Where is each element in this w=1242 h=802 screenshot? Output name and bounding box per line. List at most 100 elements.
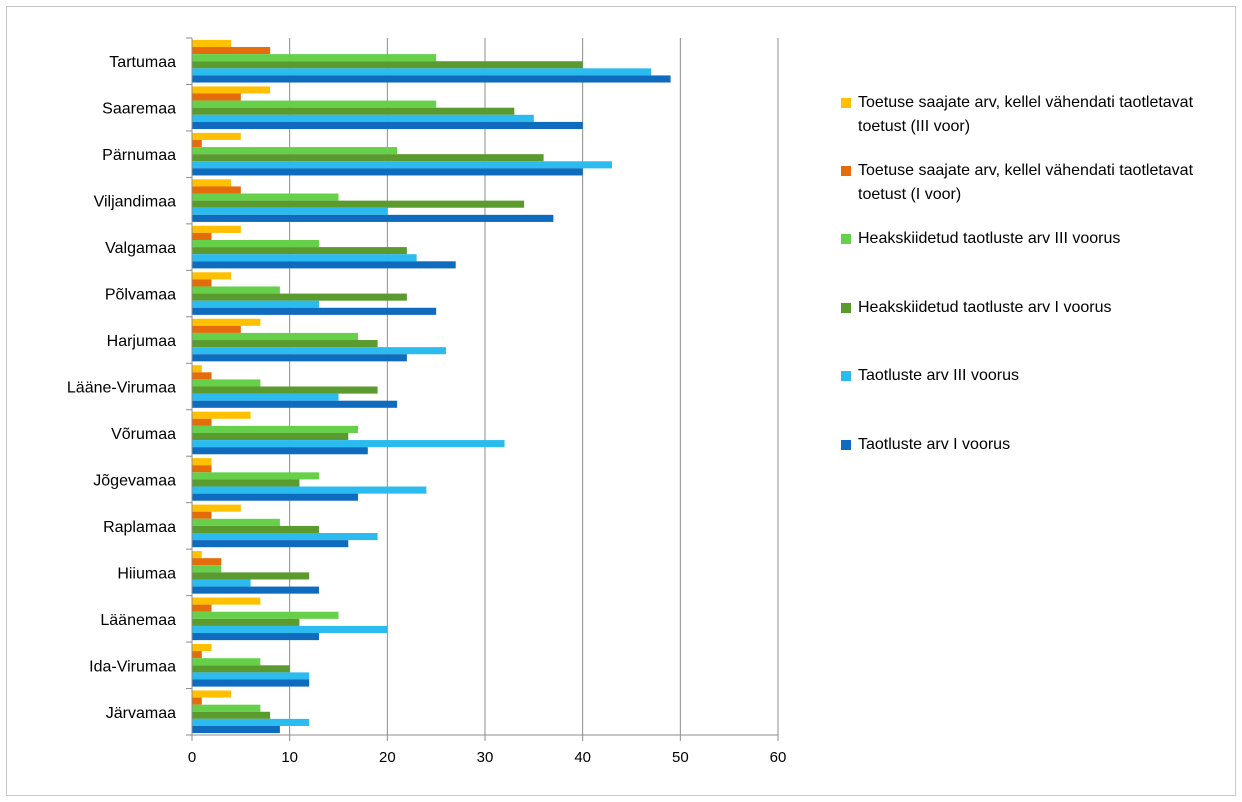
legend-item: Toetuse saajate arv, kellel vähendati ta… xyxy=(841,159,1218,207)
bar xyxy=(192,300,319,308)
legend-item: Taotluste arv I voorus xyxy=(841,433,1218,457)
bar xyxy=(192,214,554,222)
bar xyxy=(192,533,378,541)
bar xyxy=(192,39,232,48)
bar xyxy=(192,418,212,426)
y-category-label: Hiiumaa xyxy=(117,565,176,582)
bar xyxy=(192,232,212,240)
axes xyxy=(186,37,779,741)
bar xyxy=(192,458,212,466)
bar xyxy=(192,644,212,652)
bar xyxy=(192,379,261,387)
legend-item: Toetuse saajate arv, kellel vähendati ta… xyxy=(841,91,1218,139)
bar xyxy=(192,690,232,698)
bars xyxy=(192,39,671,734)
bar xyxy=(192,121,583,129)
bar xyxy=(192,658,261,666)
bar xyxy=(192,386,378,394)
bar xyxy=(192,154,544,162)
bar xyxy=(192,254,417,262)
bar xyxy=(192,611,339,619)
bar xyxy=(192,432,349,441)
bar xyxy=(192,651,202,659)
legend-label: Heakskiidetud taotluste arv III voorus xyxy=(858,230,1121,247)
bar xyxy=(192,718,310,726)
x-tick-label: 0 xyxy=(188,749,196,766)
legend-label: Heakskiidetud taotluste arv I voorus xyxy=(858,299,1112,316)
y-category-label: Pärnumaa xyxy=(102,147,176,164)
bar xyxy=(192,486,427,494)
legend-swatch xyxy=(841,303,851,313)
bar xyxy=(192,340,378,348)
bar xyxy=(192,365,202,373)
bar xyxy=(192,307,437,315)
y-category-label: Ida-Virumaa xyxy=(89,658,176,675)
bar xyxy=(192,240,319,248)
bar xyxy=(192,465,212,473)
chart-frame: 0 10 20 30 40 50 60 Tartumaa Saaremaa Pärnumaa Vil… xyxy=(6,6,1236,796)
y-category-label: Järvamaa xyxy=(106,705,176,722)
y-category-label: Läänemaa xyxy=(100,612,176,629)
legend-swatch xyxy=(841,371,851,381)
bar xyxy=(192,261,456,269)
bar xyxy=(192,372,212,380)
bar xyxy=(192,168,583,176)
x-tick-label: 30 xyxy=(477,749,494,766)
bar xyxy=(192,447,368,455)
bar xyxy=(192,604,212,612)
legend-label: Taotluste arv III voorus xyxy=(858,367,1019,384)
x-tick-label: 40 xyxy=(574,749,591,766)
y-category-label: Valgamaa xyxy=(105,240,176,257)
bar xyxy=(192,200,525,208)
bar xyxy=(192,572,310,580)
bar xyxy=(192,704,261,712)
x-tick-label: 20 xyxy=(379,749,396,766)
bar xyxy=(192,347,446,355)
bar xyxy=(192,558,222,566)
legend-item: Heakskiidetud taotluste arv I voorus xyxy=(841,296,1218,320)
bar xyxy=(192,625,388,634)
bar xyxy=(192,586,319,594)
bar xyxy=(192,186,241,194)
bar-chart: 0 10 20 30 40 50 60 Tartumaa Saaremaa Pärnumaa Vil… xyxy=(67,37,786,766)
bar xyxy=(192,393,339,401)
y-category-label: Võrumaa xyxy=(111,426,176,443)
bar xyxy=(192,86,271,94)
bar xyxy=(192,551,202,559)
bar xyxy=(192,579,251,587)
legend-swatch xyxy=(841,166,851,176)
tick-labels: 0 10 20 30 40 50 60 Tartumaa Saaremaa Pärnumaa Vil… xyxy=(67,54,786,766)
bar xyxy=(192,75,671,83)
y-category-label: Raplamaa xyxy=(103,519,176,536)
legend-item: Heakskiidetud taotluste arv III voorus xyxy=(841,227,1218,251)
bar xyxy=(192,672,310,680)
bar xyxy=(192,411,251,419)
bar xyxy=(192,711,271,719)
bar xyxy=(192,318,261,326)
bar xyxy=(192,47,271,55)
legend-swatch xyxy=(841,440,851,450)
legend-item: Taotluste arv III voorus xyxy=(841,364,1218,388)
bar xyxy=(192,504,241,512)
y-category-label: Lääne-Virumaa xyxy=(67,380,176,397)
x-tick-label: 50 xyxy=(672,749,689,766)
legend-label: Toetuse saajate arv, kellel vähendati ta… xyxy=(858,162,1194,203)
bar xyxy=(192,618,300,626)
bar xyxy=(192,440,505,448)
legend-label: Toetuse saajate arv, kellel vähendati ta… xyxy=(858,94,1194,135)
bar xyxy=(192,511,212,519)
y-category-label: Harjumaa xyxy=(107,333,176,350)
bar xyxy=(192,114,534,122)
bar xyxy=(192,147,398,155)
legend-label: Taotluste arv I voorus xyxy=(858,436,1011,453)
legend-swatch xyxy=(841,234,851,244)
bar xyxy=(192,225,241,233)
bar xyxy=(192,425,359,433)
bar xyxy=(192,354,407,362)
bar xyxy=(192,293,407,301)
bar xyxy=(192,597,261,605)
bar xyxy=(192,100,437,108)
bar xyxy=(192,493,359,501)
bar xyxy=(192,697,202,705)
bar xyxy=(192,247,407,255)
